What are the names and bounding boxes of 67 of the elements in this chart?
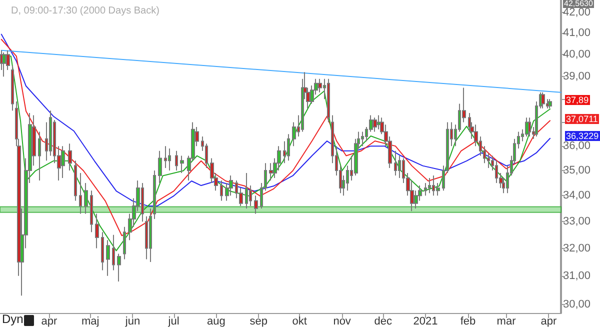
candlestick [74,160,77,202]
candlestick [101,232,104,271]
candlestick [428,177,431,194]
y-tick-label: 32,00 [563,242,591,254]
x-tick-label: apr [41,316,58,328]
x-tick-label: sep [250,316,268,328]
x-tick-label: maj [81,316,100,328]
candlestick [123,226,126,260]
candlestick [175,150,178,172]
x-tick-label: apr [540,316,557,328]
y-tick-label: 30,00 [563,298,591,310]
candlestick [95,213,99,249]
text: 42,5630 [563,0,594,8]
candlestick [254,195,258,214]
annotation: 36,3229 [565,131,600,142]
candlestick [373,117,377,132]
candlestick [180,155,184,174]
line-series [0,34,551,206]
y-tick-label: 36,00 [563,140,591,152]
candlestick [2,52,6,78]
candlestick [11,65,14,112]
annotation: 37,0711 [565,114,599,124]
text: D, 09:00-17:30 (2000 Days Back) [11,6,160,16]
y-tick-label: 31,00 [563,270,591,282]
candlestick [106,240,110,276]
x-tick-label: nov [333,316,352,328]
candlestick [245,172,248,210]
candlestick [548,98,552,109]
candlestick [149,208,152,262]
candlestick [377,114,381,130]
y-tick-label: 42,00 [563,6,591,18]
x-tick-label: jul [167,316,180,328]
x-tick-label: 2021 [413,316,438,328]
candlestick [68,143,72,172]
annotation: 37,89 [565,94,590,105]
candlestick [164,146,167,169]
x-tick-label: jun [124,316,140,328]
candlestick [158,150,162,184]
x-tick-label: mar [496,316,516,328]
y-tick-label: 39,00 [563,70,591,83]
candlestick [90,190,93,233]
candlestick [394,150,397,176]
y-tick-label: 35,00 [563,164,591,177]
x-tick-label: feb [460,316,476,328]
candlestick [61,146,65,178]
candlestick [153,170,156,220]
candlestick [168,148,171,172]
x-tick-label: dec [374,316,392,328]
candlestick [541,92,545,109]
candlestick [117,253,121,282]
candlestick [287,134,290,162]
candlestick [84,182,88,214]
candlestick [112,234,115,271]
line-series [0,38,551,236]
y-tick-label: 41,00 [563,27,591,40]
y-tick-label: 33,00 [563,216,591,228]
y-tick-label: 34,00 [563,190,591,202]
candlestick [327,78,330,123]
candlestick [220,180,223,202]
candlestick [528,117,531,137]
annotation: Dyn [1,312,24,326]
y-tick-label: 40,00 [563,48,591,61]
candlestick [79,172,82,214]
candlestick [361,131,364,147]
x-tick-label: aug [207,316,226,328]
x-tick-label: okt [292,316,307,328]
candlestick [38,131,41,181]
